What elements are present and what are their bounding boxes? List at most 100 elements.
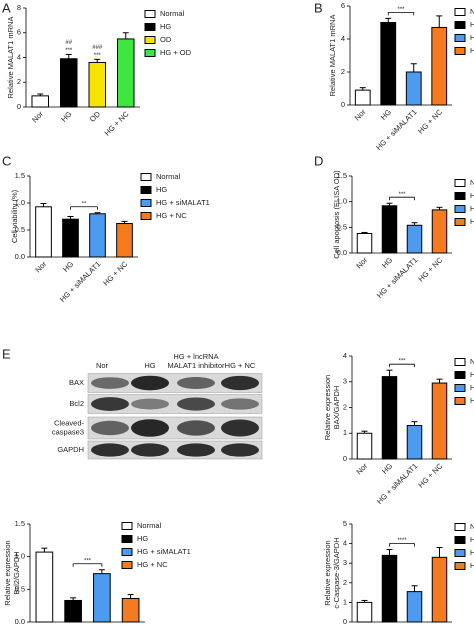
- panel-label: A: [2, 0, 11, 15]
- y-tick-label: 5: [343, 519, 347, 528]
- x-tick-label: Nor: [354, 255, 369, 270]
- bar: [431, 556, 448, 623]
- blot-band: [131, 375, 169, 391]
- y-axis-label: Relative expression: [3, 540, 12, 605]
- bar: [356, 432, 373, 460]
- blot-band: [221, 419, 259, 437]
- legend-swatch: [454, 179, 466, 187]
- legend-label: HG + OD: [160, 48, 192, 57]
- blot-band: [91, 397, 129, 411]
- legend-swatch: [454, 358, 466, 366]
- legend-label: Normal: [156, 172, 181, 181]
- legend-swatch: [140, 186, 152, 194]
- blot-band: [221, 443, 259, 457]
- bar: [35, 206, 52, 258]
- bar: [405, 71, 422, 106]
- y-tick-label: 0: [341, 100, 345, 109]
- legend-swatch: [144, 36, 156, 44]
- legend-label: HG: [470, 535, 474, 544]
- legend-label: Normal: [137, 521, 162, 530]
- legend-swatch: [144, 10, 156, 18]
- legend-label: HG: [470, 191, 474, 200]
- significance-label: ****: [397, 538, 407, 544]
- legend-swatch: [454, 384, 466, 392]
- bar: [356, 601, 373, 623]
- bar: [380, 22, 397, 106]
- bar: [64, 599, 82, 623]
- bar: [62, 218, 79, 258]
- y-tick-label: 2: [341, 67, 345, 76]
- legend-swatch: [454, 205, 466, 213]
- bar: [381, 554, 398, 623]
- legend-label: HG: [156, 185, 167, 194]
- legend-swatch: [454, 523, 466, 531]
- y-tick-label: 1.5: [15, 171, 25, 180]
- legend-swatch: [454, 397, 466, 405]
- x-tick-label: HG: [379, 107, 393, 121]
- bar: [88, 61, 107, 108]
- y-axis-label: Relative MALAT1 mRNA: [328, 15, 337, 97]
- y-tick-label: 6: [341, 1, 345, 10]
- blot-strip: [87, 440, 263, 460]
- y-tick-label: 1.0: [15, 552, 25, 561]
- row-label: GAPDH: [57, 445, 84, 454]
- bar: [356, 232, 373, 254]
- blot-band: [177, 443, 215, 457]
- x-tick-label: HG + NC: [101, 259, 129, 287]
- x-tick-label: HG + NC: [416, 107, 444, 135]
- blot-band: [221, 375, 259, 391]
- bar: [89, 213, 106, 258]
- row-label: caspase3: [52, 427, 84, 436]
- legend-label: HG + siMALAT1: [156, 198, 210, 207]
- y-tick-label: 1: [343, 428, 347, 437]
- blot-band: [91, 420, 129, 436]
- column-label: Nor: [96, 361, 109, 370]
- legend-swatch: [140, 212, 152, 220]
- chart-panel: 0.0 0.5 1.0 1.5 Relative expression Bcl2/GAPD…: [3, 519, 191, 626]
- blot-band: [177, 377, 215, 389]
- bar: [59, 58, 78, 108]
- y-tick-label: 4: [343, 539, 347, 548]
- legend-label: HG: [470, 33, 474, 42]
- legend-label: No: [470, 522, 474, 531]
- legend-label: HG: [470, 20, 474, 29]
- y-axis-label: Relative expression: [323, 375, 332, 440]
- legend-swatch: [454, 8, 466, 16]
- x-tick-label: HG: [380, 255, 394, 269]
- significance-label: ***: [65, 48, 73, 54]
- y-axis-label: Relative expression: [323, 540, 332, 605]
- significance-label: ***: [398, 359, 406, 365]
- y-tick-label: 0.0: [337, 248, 347, 257]
- row-label: Bcl2: [69, 399, 84, 408]
- bar: [354, 89, 371, 106]
- column-label: MALAT1 inhibitor: [168, 361, 225, 370]
- column-label: HG: [144, 361, 155, 370]
- chart-panel: C 0.0 0.5 1.0 1.5 Cell viability (%) Nor HG HG +…: [2, 153, 210, 303]
- bar: [381, 205, 398, 254]
- legend-label: No: [470, 357, 474, 366]
- legend-swatch: [454, 192, 466, 200]
- legend-label: HG + NC: [137, 560, 168, 569]
- legend-swatch: [121, 535, 133, 543]
- y-tick-label: 0: [343, 617, 347, 626]
- significance-label: ###: [92, 45, 103, 51]
- panel-label: B: [314, 0, 323, 15]
- blot-band: [177, 420, 215, 436]
- x-tick-label: Nor: [353, 107, 368, 122]
- legend-label: HG + NC: [156, 211, 187, 220]
- legend-swatch: [454, 549, 466, 557]
- blot-band: [131, 419, 169, 437]
- bar: [116, 223, 133, 258]
- bar: [116, 38, 135, 108]
- blot-band: [91, 377, 129, 389]
- bar: [406, 591, 423, 623]
- bar: [431, 382, 448, 460]
- legend-swatch: [121, 522, 133, 530]
- blot-band: [177, 397, 215, 411]
- y-tick-label: 1.0: [337, 197, 347, 206]
- row-label: BAX: [69, 378, 84, 387]
